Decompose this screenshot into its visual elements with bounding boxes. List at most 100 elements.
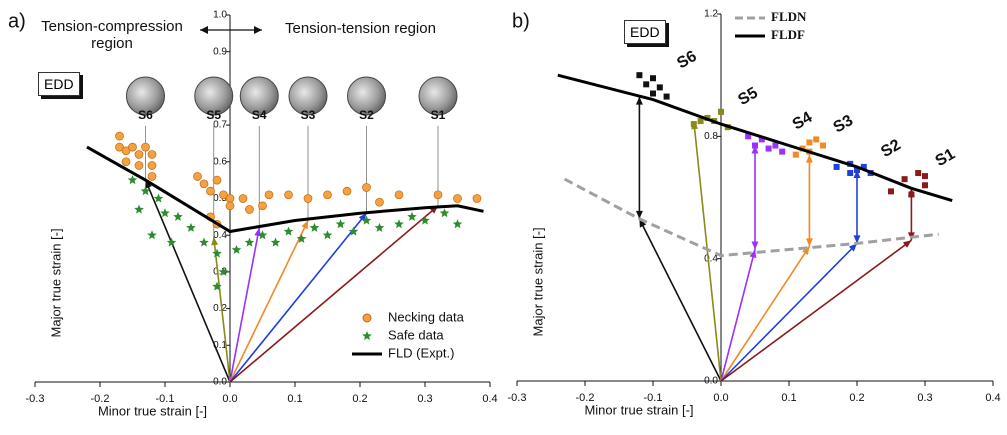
x-tick-label: -0.2 [91, 393, 110, 405]
legend-label: Safe data [388, 327, 444, 342]
safe-point [153, 193, 164, 203]
necking-point [323, 190, 332, 200]
square-marker [650, 75, 656, 82]
arrowhead [211, 237, 219, 246]
x-tick-label: 0.3 [917, 392, 932, 404]
square-marker [806, 139, 813, 146]
safe-point [322, 230, 333, 240]
y-tick-label: 1.0 [213, 10, 227, 21]
necking-point [134, 161, 144, 170]
square-marker [847, 170, 854, 177]
square-marker [915, 170, 922, 177]
square-marker [922, 173, 928, 180]
safe-point [296, 233, 307, 243]
safe-point [173, 211, 183, 221]
necking-point [375, 197, 384, 207]
arrowhead [635, 210, 643, 219]
y-tick-label: 0.5 [213, 193, 227, 204]
necking-point [141, 142, 150, 152]
necking-point [225, 194, 235, 203]
direction-label: EDD [624, 20, 666, 44]
safe-point [407, 211, 417, 221]
necking-point [212, 175, 222, 185]
necking-point [128, 142, 137, 152]
y-tick-label: 1.2 [704, 9, 718, 20]
group-label: S1 [933, 146, 959, 171]
safe-point [218, 266, 229, 276]
x-tick-label: 0.2 [352, 393, 367, 405]
arrowhead [902, 240, 912, 248]
x-tick-label: -0.1 [156, 393, 175, 405]
arrowhead [200, 26, 208, 34]
x-tick-label: -0.3 [26, 393, 45, 405]
group-label: S3 [301, 108, 316, 122]
x-tick-label: -0.2 [576, 392, 595, 404]
safe-point [309, 222, 320, 232]
square-marker [650, 90, 656, 97]
necking-point [115, 131, 124, 141]
specimen-image [347, 76, 386, 116]
necking-point [394, 190, 404, 200]
square-marker [908, 191, 915, 198]
group-label: S3 [831, 112, 857, 137]
safe-point [348, 226, 359, 236]
safe-point [420, 215, 430, 225]
square-marker [663, 93, 670, 100]
arrow [638, 218, 722, 382]
safe-point [147, 230, 157, 240]
arrow [720, 249, 756, 382]
square-marker [636, 72, 643, 79]
line [557, 73, 953, 203]
safe-point [452, 219, 463, 229]
necking-point [219, 190, 228, 200]
safe-point [439, 208, 450, 218]
specimen-image [126, 76, 165, 116]
group-label: S6 [138, 108, 153, 122]
safe-point [212, 248, 222, 258]
legend-label: FLDN [771, 9, 807, 24]
x-axis-label: Minor true strain [-] [584, 402, 693, 417]
square-marker [792, 151, 799, 158]
legend-swatch [362, 331, 372, 340]
group-label: S5 [735, 84, 761, 109]
necking-point [147, 172, 157, 181]
arrow [720, 239, 912, 382]
y-tick-label: 0.4 [213, 230, 227, 241]
safe-point [199, 237, 209, 247]
arrowhead [254, 26, 262, 34]
x-tick-label: 0.1 [287, 393, 302, 405]
y-tick-label: 0.4 [704, 253, 718, 264]
arrow [720, 245, 811, 382]
x-tick-label: -0.3 [508, 392, 527, 404]
square-marker [752, 142, 758, 149]
arrow [720, 242, 858, 382]
x-tick-label: 0.4 [482, 393, 497, 405]
y-tick-label: 0.3 [213, 267, 227, 278]
legend-label: FLD (Expt.) [388, 345, 454, 360]
necking-point [258, 201, 267, 211]
annotation: Tension-tension region [285, 20, 436, 37]
arrow [229, 212, 368, 383]
arrowhead [853, 169, 861, 178]
necking-point [225, 201, 235, 211]
y-tick-label: 0.0 [704, 376, 718, 387]
square-marker [765, 145, 772, 152]
safe-point [374, 222, 385, 232]
arrowhead [805, 238, 813, 247]
annotation: Tension-compression region [41, 18, 183, 52]
legend-label: FLDF [771, 27, 805, 42]
safe-point [186, 222, 196, 232]
necking-point [121, 157, 131, 167]
necking-point [206, 186, 215, 196]
legend-swatch [362, 313, 372, 323]
line [86, 145, 484, 234]
safe-point [283, 226, 294, 236]
y-tick-label: 0.7 [213, 120, 227, 131]
specimen-image [288, 76, 328, 116]
square-marker [813, 136, 820, 143]
group-label: S6 [674, 48, 700, 73]
safe-point [160, 208, 170, 218]
necking-point [193, 172, 202, 181]
x-tick-label: 0.0 [222, 393, 237, 405]
